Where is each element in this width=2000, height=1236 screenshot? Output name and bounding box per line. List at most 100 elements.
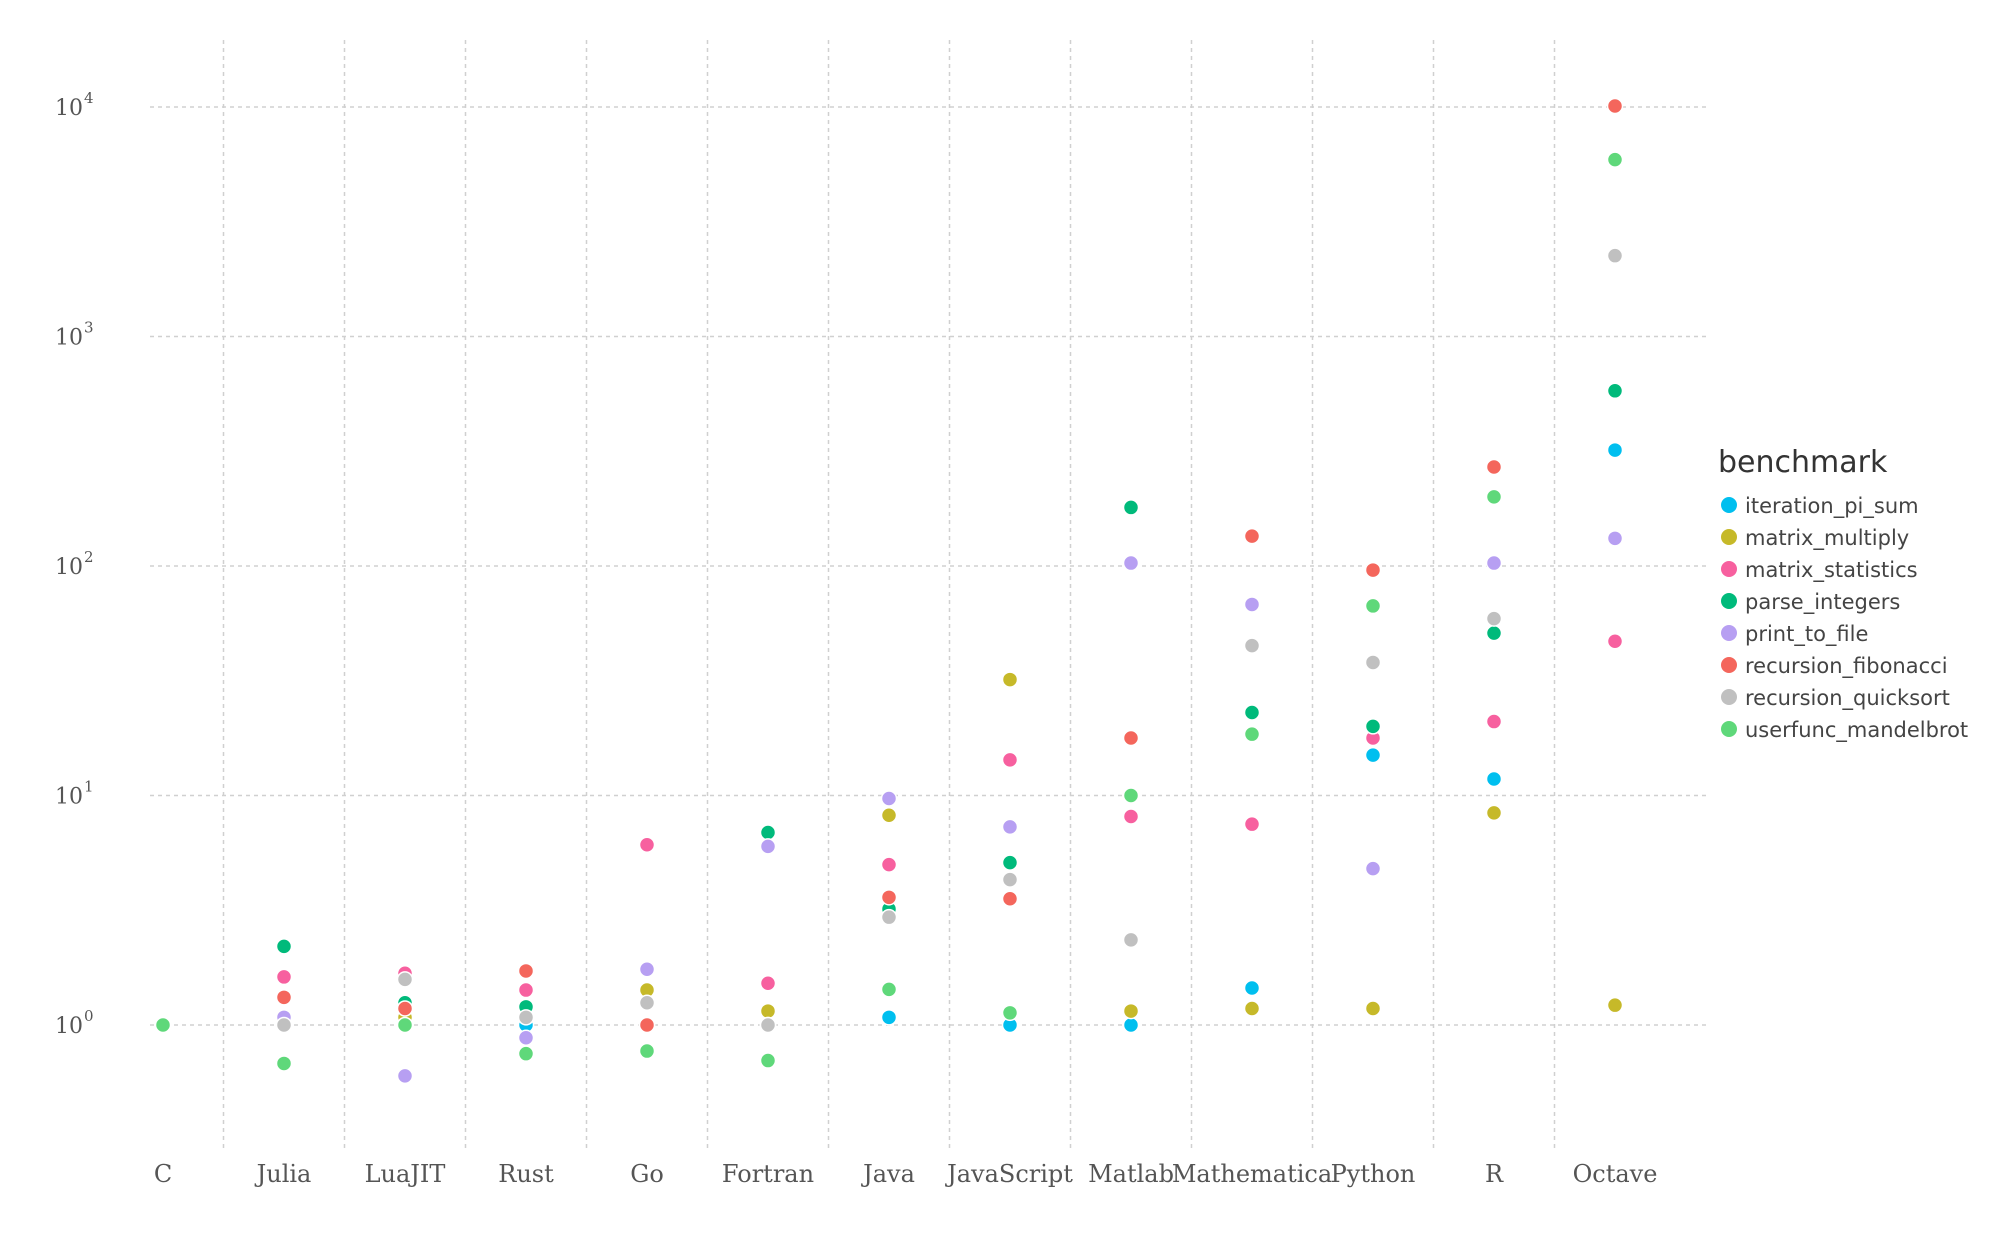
legend-swatch xyxy=(1721,689,1737,705)
data-point xyxy=(396,1000,414,1017)
data-point xyxy=(275,938,293,955)
x-tick-label: C xyxy=(154,1160,172,1188)
data-point xyxy=(1606,996,1624,1014)
data-point xyxy=(1243,637,1261,654)
data-point xyxy=(1606,97,1624,115)
data-point xyxy=(1364,597,1382,615)
data-point xyxy=(759,1016,777,1034)
y-tick-label: 104 xyxy=(55,89,94,121)
data-point xyxy=(517,981,535,999)
data-point xyxy=(1485,804,1503,822)
data-point xyxy=(638,1016,656,1034)
data-point xyxy=(1122,787,1140,804)
legend: benchmark iteration_pi_sum matrix_multipl… xyxy=(1718,445,1968,743)
grid xyxy=(150,40,1710,1150)
x-tick-label: Python xyxy=(1331,1160,1416,1188)
data-point xyxy=(1243,596,1261,613)
data-point xyxy=(1606,151,1624,168)
y-tick-label: 101 xyxy=(55,778,94,810)
data-point xyxy=(638,960,656,978)
data-point xyxy=(154,1016,172,1034)
x-tick-label: R xyxy=(1485,1160,1504,1188)
legend-swatch xyxy=(1721,593,1737,609)
x-tick-label: JavaScript xyxy=(944,1160,1073,1188)
legend-label: userfunc_mandelbrot xyxy=(1745,718,1968,743)
data-point xyxy=(1243,979,1261,997)
legend-label: matrix_statistics xyxy=(1745,558,1918,583)
legend-swatch xyxy=(1721,721,1737,737)
x-tick-label: Mathematica xyxy=(1172,1160,1332,1188)
data-point xyxy=(275,989,293,1006)
data-point xyxy=(1485,458,1503,476)
y-axis: 100 101 102 103 104 xyxy=(55,89,94,1039)
legend-label: parse_integers xyxy=(1745,590,1900,615)
x-tick-label: Java xyxy=(860,1160,915,1188)
data-point xyxy=(638,836,656,854)
data-point xyxy=(1001,671,1019,688)
data-point xyxy=(517,1045,535,1062)
data-point xyxy=(275,1055,293,1072)
legend-swatch xyxy=(1721,625,1737,641)
legend-swatch xyxy=(1721,497,1737,513)
data-point xyxy=(880,807,898,824)
x-tick-label: Octave xyxy=(1573,1160,1658,1188)
data-point xyxy=(1001,890,1019,907)
data-point xyxy=(638,994,656,1012)
data-point xyxy=(1364,718,1382,735)
data-point xyxy=(759,838,777,855)
x-axis: C Julia LuaJIT Rust Go Fortran Java JavaScript M… xyxy=(154,1160,1658,1188)
data-point xyxy=(1606,441,1624,459)
data-point xyxy=(396,1067,414,1085)
data-point xyxy=(759,824,777,841)
data-point xyxy=(1122,729,1140,747)
x-tick-label: LuaJIT xyxy=(365,1160,446,1188)
legend-label: matrix_multiply xyxy=(1745,526,1909,551)
data-point xyxy=(880,908,898,926)
data-point xyxy=(1001,1004,1019,1022)
data-point xyxy=(1606,382,1624,400)
data-point xyxy=(1122,1002,1140,1020)
legend-swatch xyxy=(1721,657,1737,673)
data-point xyxy=(880,790,898,807)
y-tick-label: 102 xyxy=(55,548,94,580)
data-point xyxy=(1364,860,1382,877)
data-point xyxy=(1122,1016,1140,1034)
data-point xyxy=(1485,624,1503,642)
data-point xyxy=(1364,654,1382,671)
data-point xyxy=(1001,854,1019,871)
data-point xyxy=(517,1009,535,1026)
data-point xyxy=(880,889,898,906)
data-point xyxy=(1243,815,1261,833)
data-point xyxy=(1243,527,1261,545)
data-point xyxy=(396,971,414,988)
data-point xyxy=(1364,746,1382,764)
x-tick-label: Rust xyxy=(498,1160,554,1188)
x-tick-label: Go xyxy=(630,1160,664,1188)
data-point xyxy=(759,975,777,992)
data-point xyxy=(1606,633,1624,650)
data-point xyxy=(1001,818,1019,836)
data-point xyxy=(1364,561,1382,579)
x-tick-label: Matlab xyxy=(1088,1160,1174,1188)
data-point xyxy=(759,1002,777,1020)
data-point xyxy=(1243,1000,1261,1017)
data-point xyxy=(1001,871,1019,888)
legend-label: iteration_pi_sum xyxy=(1745,494,1919,519)
data-point xyxy=(275,968,293,986)
data-point xyxy=(638,1042,656,1060)
data-point xyxy=(396,1016,414,1034)
y-tick-label: 100 xyxy=(55,1007,94,1039)
data-point xyxy=(880,981,898,998)
data-point xyxy=(1243,704,1261,721)
legend-swatch xyxy=(1721,529,1737,545)
data-point xyxy=(275,1016,293,1034)
x-tick-label: Fortran xyxy=(722,1160,814,1188)
data-point xyxy=(1485,488,1503,506)
data-point xyxy=(1122,808,1140,825)
data-point xyxy=(1485,713,1503,730)
data-point xyxy=(517,962,535,980)
data-point xyxy=(880,856,898,873)
data-point xyxy=(880,1009,898,1026)
legend-label: recursion_quicksort xyxy=(1745,686,1950,711)
